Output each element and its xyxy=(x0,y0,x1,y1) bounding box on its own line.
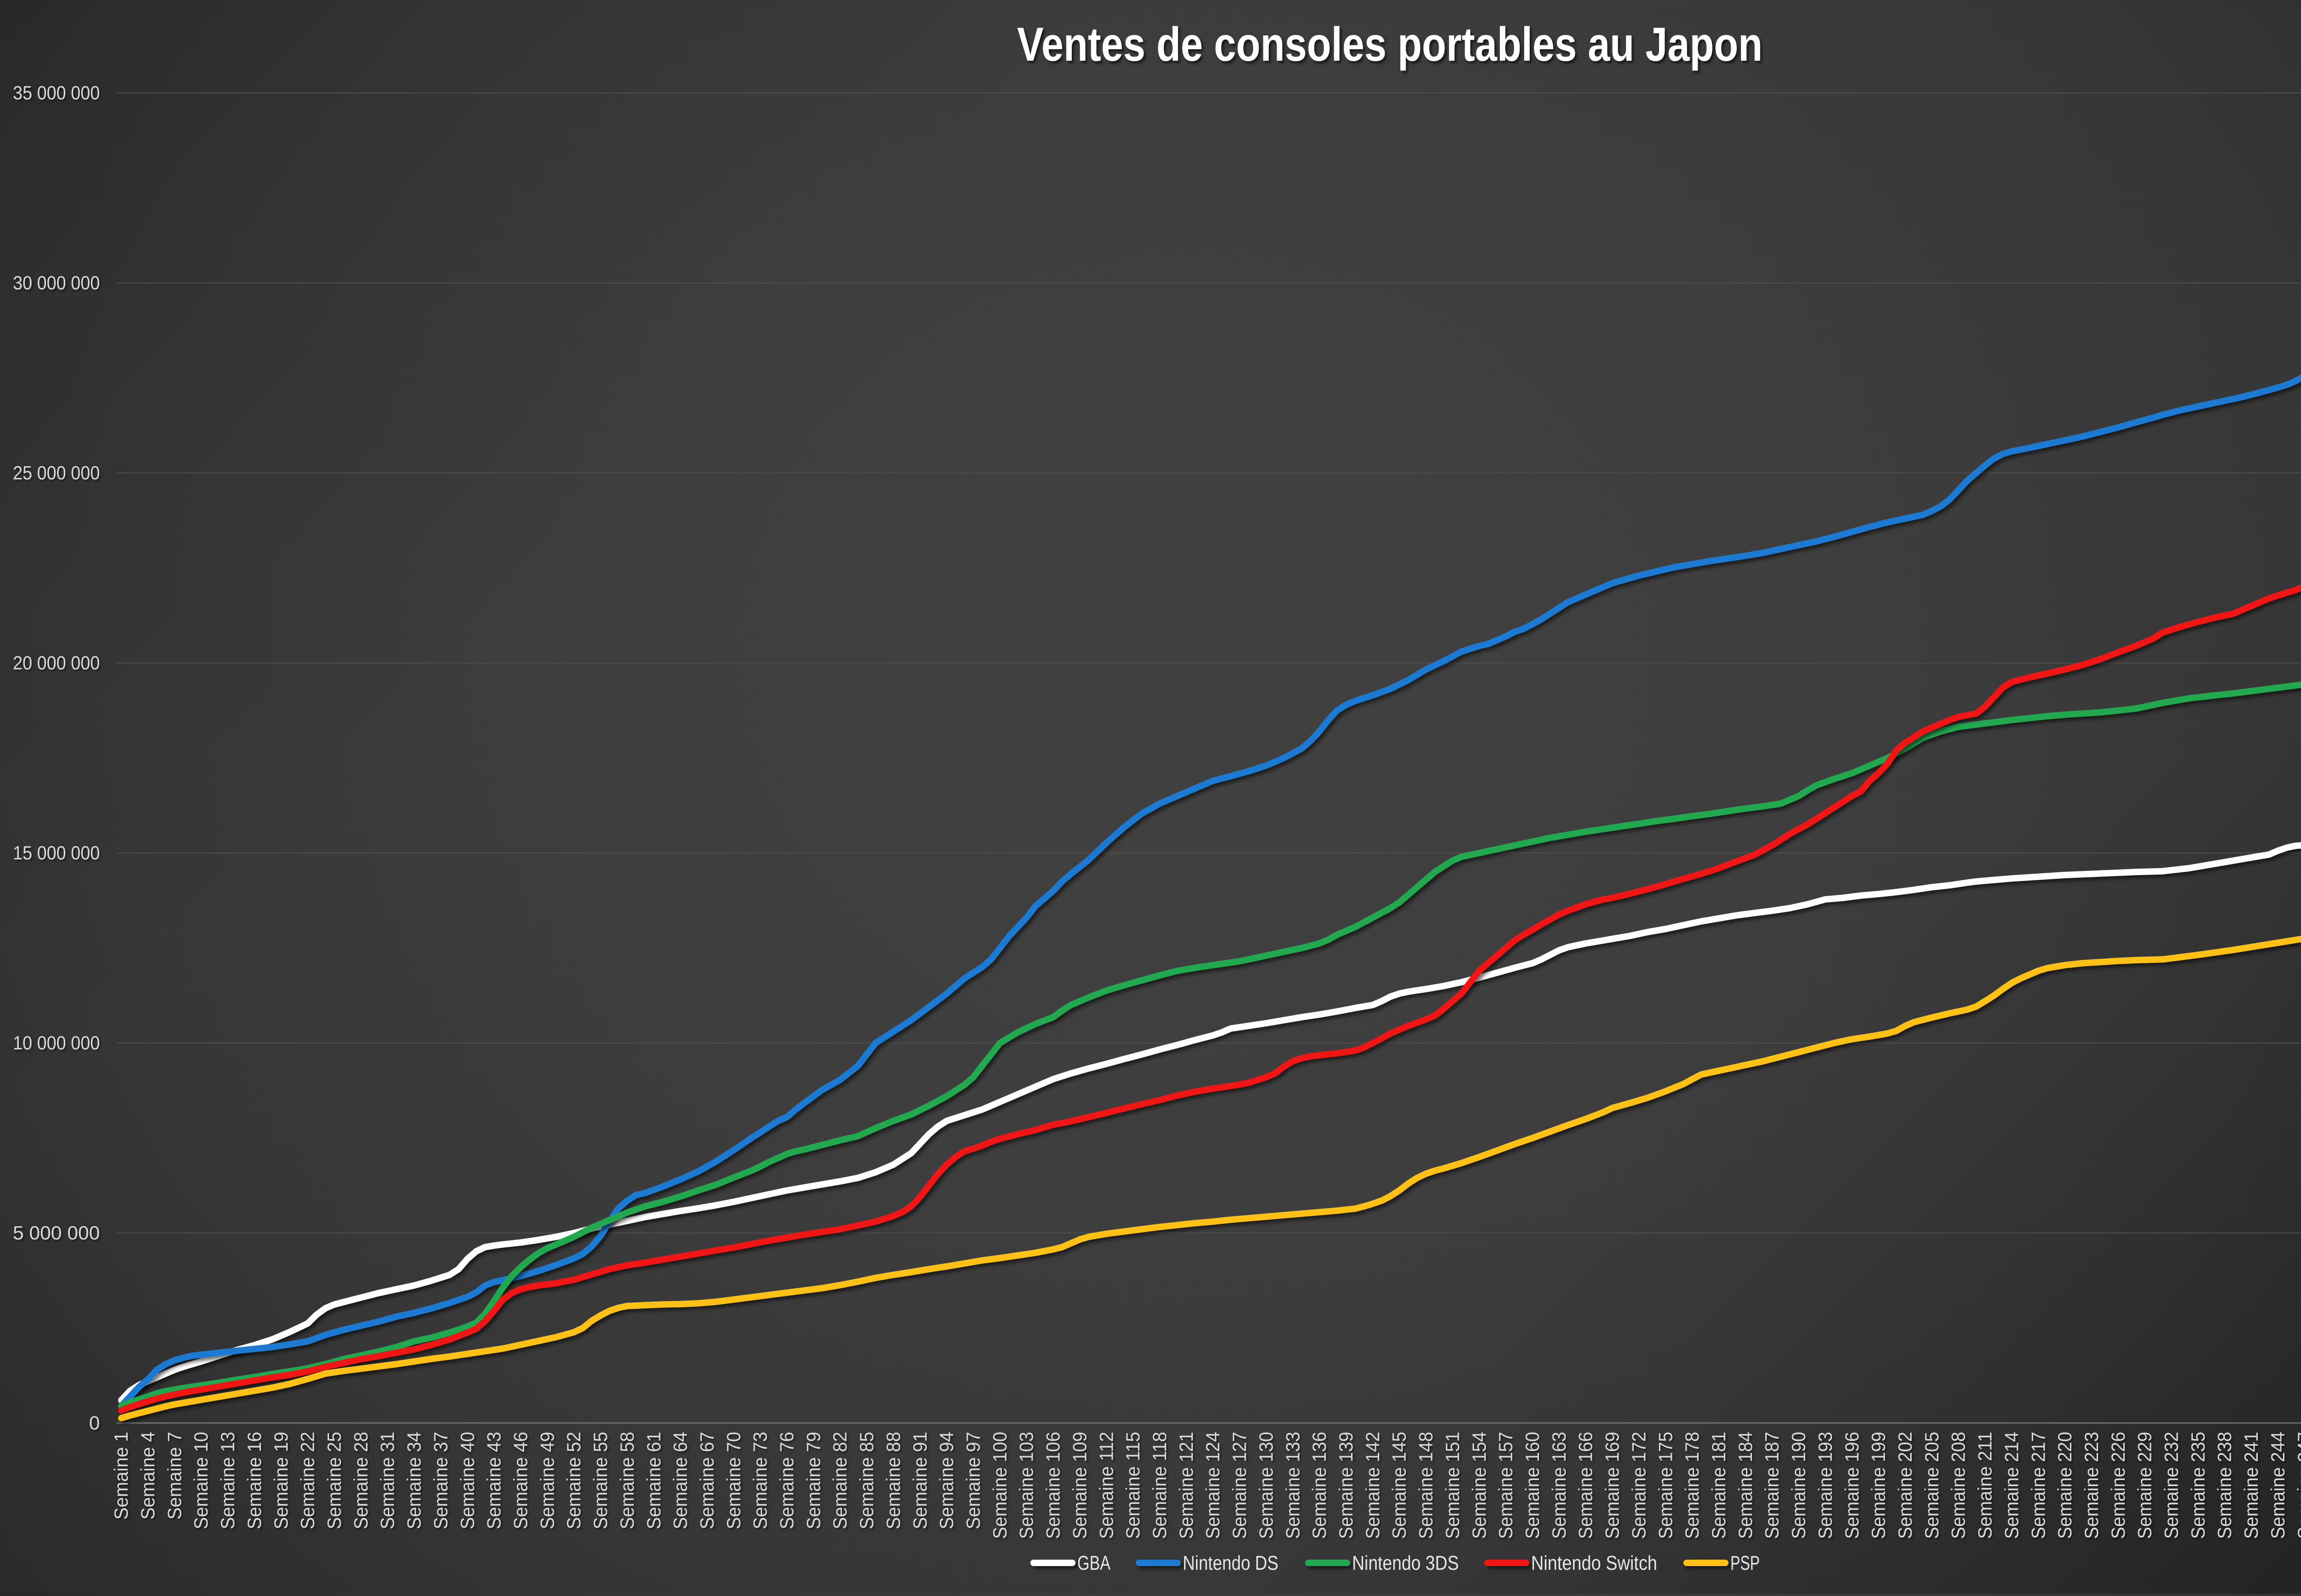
svg-text:Semaine 241: Semaine 241 xyxy=(2240,1432,2262,1539)
svg-text:Semaine 199: Semaine 199 xyxy=(1867,1432,1889,1539)
svg-text:10 000 000: 10 000 000 xyxy=(13,1032,100,1054)
svg-text:Semaine 133: Semaine 133 xyxy=(1282,1432,1303,1539)
svg-text:Semaine 166: Semaine 166 xyxy=(1575,1432,1596,1539)
svg-text:Semaine 103: Semaine 103 xyxy=(1016,1432,1037,1539)
svg-text:Semaine 238: Semaine 238 xyxy=(2214,1432,2235,1539)
svg-text:Nintendo DS: Nintendo DS xyxy=(1183,1552,1278,1574)
svg-text:Semaine 223: Semaine 223 xyxy=(2081,1432,2102,1539)
svg-text:20 000 000: 20 000 000 xyxy=(13,652,100,674)
svg-text:Semaine 52: Semaine 52 xyxy=(563,1432,584,1529)
svg-text:Semaine 7: Semaine 7 xyxy=(163,1432,185,1520)
svg-text:Semaine 85: Semaine 85 xyxy=(856,1432,878,1529)
svg-text:15 000 000: 15 000 000 xyxy=(13,842,100,864)
svg-text:Semaine 175: Semaine 175 xyxy=(1654,1432,1676,1539)
svg-text:Semaine 148: Semaine 148 xyxy=(1415,1432,1437,1539)
svg-text:Semaine 232: Semaine 232 xyxy=(2161,1432,2182,1539)
svg-text:Semaine 187: Semaine 187 xyxy=(1761,1432,1783,1539)
svg-text:Semaine 70: Semaine 70 xyxy=(723,1432,744,1529)
svg-text:Semaine 214: Semaine 214 xyxy=(2000,1432,2022,1539)
svg-text:Semaine 220: Semaine 220 xyxy=(2054,1432,2076,1539)
svg-text:Semaine 10: Semaine 10 xyxy=(190,1432,212,1529)
svg-text:Semaine 64: Semaine 64 xyxy=(670,1432,691,1529)
svg-text:Semaine 127: Semaine 127 xyxy=(1229,1432,1250,1539)
svg-text:Semaine 217: Semaine 217 xyxy=(2027,1432,2049,1539)
svg-text:Semaine 181: Semaine 181 xyxy=(1708,1432,1729,1539)
svg-text:Semaine 211: Semaine 211 xyxy=(1974,1432,1996,1539)
svg-text:Semaine 139: Semaine 139 xyxy=(1335,1432,1357,1539)
svg-text:Semaine 34: Semaine 34 xyxy=(403,1432,425,1529)
svg-text:30 000 000: 30 000 000 xyxy=(13,272,100,294)
svg-text:5 000 000: 5 000 000 xyxy=(13,1222,100,1244)
svg-text:Semaine 136: Semaine 136 xyxy=(1308,1432,1330,1539)
svg-text:Semaine 163: Semaine 163 xyxy=(1548,1432,1570,1539)
svg-text:Semaine 61: Semaine 61 xyxy=(643,1432,665,1529)
svg-text:Semaine 160: Semaine 160 xyxy=(1521,1432,1543,1539)
svg-text:Ventes de consoles portables a: Ventes de consoles portables au Japon xyxy=(1017,18,1763,71)
svg-text:Semaine 73: Semaine 73 xyxy=(749,1432,771,1529)
svg-text:Semaine 112: Semaine 112 xyxy=(1095,1432,1117,1539)
svg-text:Semaine 94: Semaine 94 xyxy=(936,1432,957,1529)
svg-text:Semaine 190: Semaine 190 xyxy=(1788,1432,1810,1539)
svg-text:Semaine 202: Semaine 202 xyxy=(1894,1432,1916,1539)
svg-text:Semaine 178: Semaine 178 xyxy=(1681,1432,1703,1539)
svg-text:Semaine 1: Semaine 1 xyxy=(110,1432,132,1520)
svg-text:Semaine 121: Semaine 121 xyxy=(1175,1432,1197,1539)
svg-text:Semaine 16: Semaine 16 xyxy=(243,1432,265,1529)
svg-text:Semaine 28: Semaine 28 xyxy=(350,1432,371,1529)
svg-text:35 000 000: 35 000 000 xyxy=(13,82,100,104)
svg-text:Semaine 55: Semaine 55 xyxy=(590,1432,611,1529)
svg-text:Semaine 49: Semaine 49 xyxy=(536,1432,558,1529)
svg-text:Semaine 100: Semaine 100 xyxy=(989,1432,1011,1539)
svg-text:Nintendo Switch: Nintendo Switch xyxy=(1531,1552,1657,1574)
svg-text:Semaine 25: Semaine 25 xyxy=(324,1432,345,1529)
svg-text:Semaine 115: Semaine 115 xyxy=(1122,1432,1144,1539)
svg-text:Semaine 88: Semaine 88 xyxy=(883,1432,904,1529)
svg-text:Semaine 82: Semaine 82 xyxy=(829,1432,851,1529)
svg-text:Semaine 58: Semaine 58 xyxy=(616,1432,638,1529)
svg-text:Semaine 67: Semaine 67 xyxy=(696,1432,718,1529)
svg-text:Semaine 106: Semaine 106 xyxy=(1042,1432,1064,1539)
svg-text:Semaine 109: Semaine 109 xyxy=(1069,1432,1090,1539)
svg-text:Semaine 157: Semaine 157 xyxy=(1495,1432,1516,1539)
svg-text:Semaine 79: Semaine 79 xyxy=(803,1432,824,1529)
svg-text:Semaine 193: Semaine 193 xyxy=(1814,1432,1836,1539)
svg-text:Semaine 76: Semaine 76 xyxy=(776,1432,798,1529)
svg-text:GBA: GBA xyxy=(1077,1552,1111,1574)
svg-text:Semaine 196: Semaine 196 xyxy=(1841,1432,1862,1539)
svg-text:Semaine 37: Semaine 37 xyxy=(430,1432,451,1529)
svg-text:Semaine 130: Semaine 130 xyxy=(1255,1432,1277,1539)
svg-text:Semaine 40: Semaine 40 xyxy=(457,1432,478,1529)
svg-text:Semaine 145: Semaine 145 xyxy=(1388,1432,1410,1539)
svg-text:Semaine 97: Semaine 97 xyxy=(962,1432,984,1529)
svg-text:Semaine 91: Semaine 91 xyxy=(909,1432,931,1529)
svg-text:Semaine 247: Semaine 247 xyxy=(2294,1432,2301,1539)
svg-text:Semaine 229: Semaine 229 xyxy=(2134,1432,2156,1539)
svg-text:Semaine 118: Semaine 118 xyxy=(1149,1432,1170,1539)
svg-text:Semaine 4: Semaine 4 xyxy=(137,1432,159,1520)
svg-text:Semaine 13: Semaine 13 xyxy=(217,1432,238,1529)
svg-text:Semaine 244: Semaine 244 xyxy=(2267,1432,2289,1539)
svg-text:0: 0 xyxy=(89,1412,100,1434)
svg-text:Semaine 124: Semaine 124 xyxy=(1202,1432,1224,1539)
svg-text:Semaine 46: Semaine 46 xyxy=(510,1432,532,1529)
svg-text:Semaine 226: Semaine 226 xyxy=(2107,1432,2129,1539)
svg-text:Semaine 22: Semaine 22 xyxy=(297,1432,318,1529)
svg-text:Semaine 172: Semaine 172 xyxy=(1628,1432,1649,1539)
svg-text:Semaine 184: Semaine 184 xyxy=(1734,1432,1756,1539)
svg-text:Semaine 235: Semaine 235 xyxy=(2187,1432,2208,1539)
svg-text:Semaine 205: Semaine 205 xyxy=(1921,1432,1943,1539)
svg-text:Semaine 142: Semaine 142 xyxy=(1362,1432,1383,1539)
svg-text:Semaine 19: Semaine 19 xyxy=(270,1432,292,1529)
svg-text:Semaine 31: Semaine 31 xyxy=(376,1432,398,1529)
svg-text:Semaine 154: Semaine 154 xyxy=(1468,1432,1490,1539)
svg-text:Semaine 208: Semaine 208 xyxy=(1948,1432,1969,1539)
svg-text:Semaine 151: Semaine 151 xyxy=(1441,1432,1463,1539)
svg-text:Semaine 43: Semaine 43 xyxy=(483,1432,505,1529)
svg-text:Nintendo 3DS: Nintendo 3DS xyxy=(1352,1552,1459,1574)
svg-text:PSP: PSP xyxy=(1730,1552,1760,1574)
svg-text:Semaine 169: Semaine 169 xyxy=(1601,1432,1623,1539)
svg-text:25 000 000: 25 000 000 xyxy=(13,462,100,484)
